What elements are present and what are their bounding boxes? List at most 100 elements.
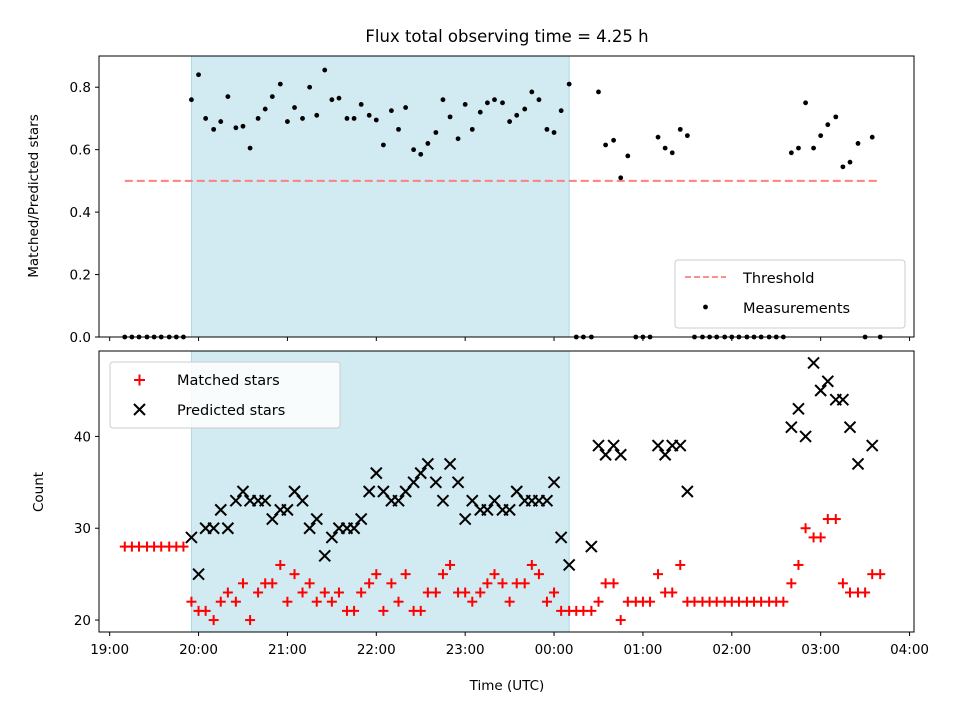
predicted-star-point (347, 522, 361, 535)
predicted-star-point (585, 540, 598, 553)
measurement-point (240, 123, 246, 129)
measurement-point (796, 145, 801, 151)
predicted-star-point (214, 503, 227, 517)
top-axes-frame (98, 55, 915, 338)
predicted-star-point (221, 522, 235, 535)
predicted-star-point (562, 558, 576, 572)
predicted-star-point (814, 384, 827, 397)
measurement-point (403, 105, 409, 110)
matched-star-point (237, 578, 248, 589)
measurement-point (551, 130, 557, 135)
predicted-star-point (851, 457, 865, 471)
measurement-point (833, 114, 839, 120)
predicted-star-point (792, 402, 805, 416)
matched-star-point (415, 605, 426, 616)
matched-star-point (297, 587, 308, 598)
measurement-point (203, 116, 209, 121)
matched-star-point (593, 596, 604, 607)
predicted-star-point (799, 430, 812, 443)
matched-star-point (333, 587, 344, 598)
measurement-point (469, 126, 475, 132)
measurement-point (655, 134, 661, 140)
legend-matched-swatch (134, 374, 145, 386)
x-tick-label: 03:00 (801, 642, 840, 658)
bottom-axes (98, 350, 915, 633)
measurement-point (300, 116, 305, 121)
matched-star-point (378, 605, 389, 616)
measurement-point (255, 116, 261, 121)
chart-title: Flux total observing time = 4.25 h (365, 27, 648, 46)
measurement-point (477, 109, 483, 115)
matched-star-point (586, 605, 597, 616)
matched-star-point (482, 578, 493, 589)
predicted-star-point (185, 531, 198, 544)
bottom-legend: Matched stars Predicted stars (109, 361, 341, 429)
predicted-star-point (458, 512, 472, 526)
measurement-point (218, 119, 224, 124)
measurement-point (803, 100, 808, 106)
predicted-star-point (229, 494, 243, 507)
x-tick-label: 19:00 (90, 642, 129, 658)
y-tick-label: 0.6 (70, 143, 91, 159)
matched-star-point (526, 559, 537, 570)
matched-star-point (349, 605, 360, 616)
measurement-point (818, 133, 824, 139)
measurement-point (344, 116, 350, 121)
matched-star-point (653, 569, 664, 580)
predicted-star-point (785, 421, 798, 434)
measurement-point (677, 126, 683, 132)
predicted-star-point (836, 393, 850, 406)
measurement-point (292, 105, 297, 110)
matched-star-point (645, 596, 656, 607)
predicted-star-point (651, 439, 665, 452)
matched-star-point (215, 596, 226, 607)
measurement-point (855, 141, 861, 146)
matched-star-point (386, 578, 397, 589)
matched-star-point (445, 559, 456, 570)
matched-star-point (800, 523, 811, 534)
matched-star-point (837, 578, 848, 589)
matched-star-point (222, 587, 233, 598)
matched-star-point (253, 587, 264, 598)
matched-star-point (497, 578, 508, 589)
predicted-star-point (296, 494, 309, 507)
measurement-point (433, 130, 439, 135)
matched-star-point (393, 596, 404, 607)
matched-star-point (178, 541, 189, 552)
legend-threshold-label: Threshold (742, 271, 814, 287)
matched-star-point (860, 587, 871, 598)
y-tick-label: 0.8 (70, 80, 91, 96)
x-tick-label: 22:00 (357, 642, 396, 658)
matched-star-point (541, 596, 552, 607)
matched-star-point (319, 587, 330, 598)
matched-star-point (437, 569, 448, 580)
y-tick-label: 20 (74, 613, 91, 629)
measurement-point (411, 147, 417, 153)
predicted-star-point (481, 503, 494, 517)
top-span-rect (190, 55, 570, 338)
matched-star-point (489, 569, 500, 580)
matched-star-point (208, 615, 219, 626)
x-axis-label: Time (UTC) (469, 678, 545, 694)
matched-star-point (460, 587, 471, 598)
measurement-point (811, 145, 816, 151)
predicted-star-point (407, 476, 420, 489)
measurement-point (625, 153, 631, 159)
measurement-point (662, 145, 668, 151)
predicted-star-point (451, 476, 465, 489)
predicted-star-point (414, 466, 427, 480)
predicted-star-point (592, 439, 605, 452)
measurement-point (455, 136, 461, 142)
matched-star-point (615, 615, 626, 626)
measurement-point (618, 175, 624, 181)
predicted-star-point (392, 494, 405, 507)
measurement-point (307, 84, 313, 90)
x-tick-label: 04:00 (890, 642, 929, 658)
predicted-star-point (547, 476, 561, 489)
measurement-point (351, 116, 357, 121)
x-tick-label: 20:00 (179, 642, 218, 658)
predicted-star-point (674, 439, 687, 452)
matched-star-point (311, 596, 322, 607)
matched-star-point (608, 578, 619, 589)
predicted-star-point (281, 503, 294, 517)
